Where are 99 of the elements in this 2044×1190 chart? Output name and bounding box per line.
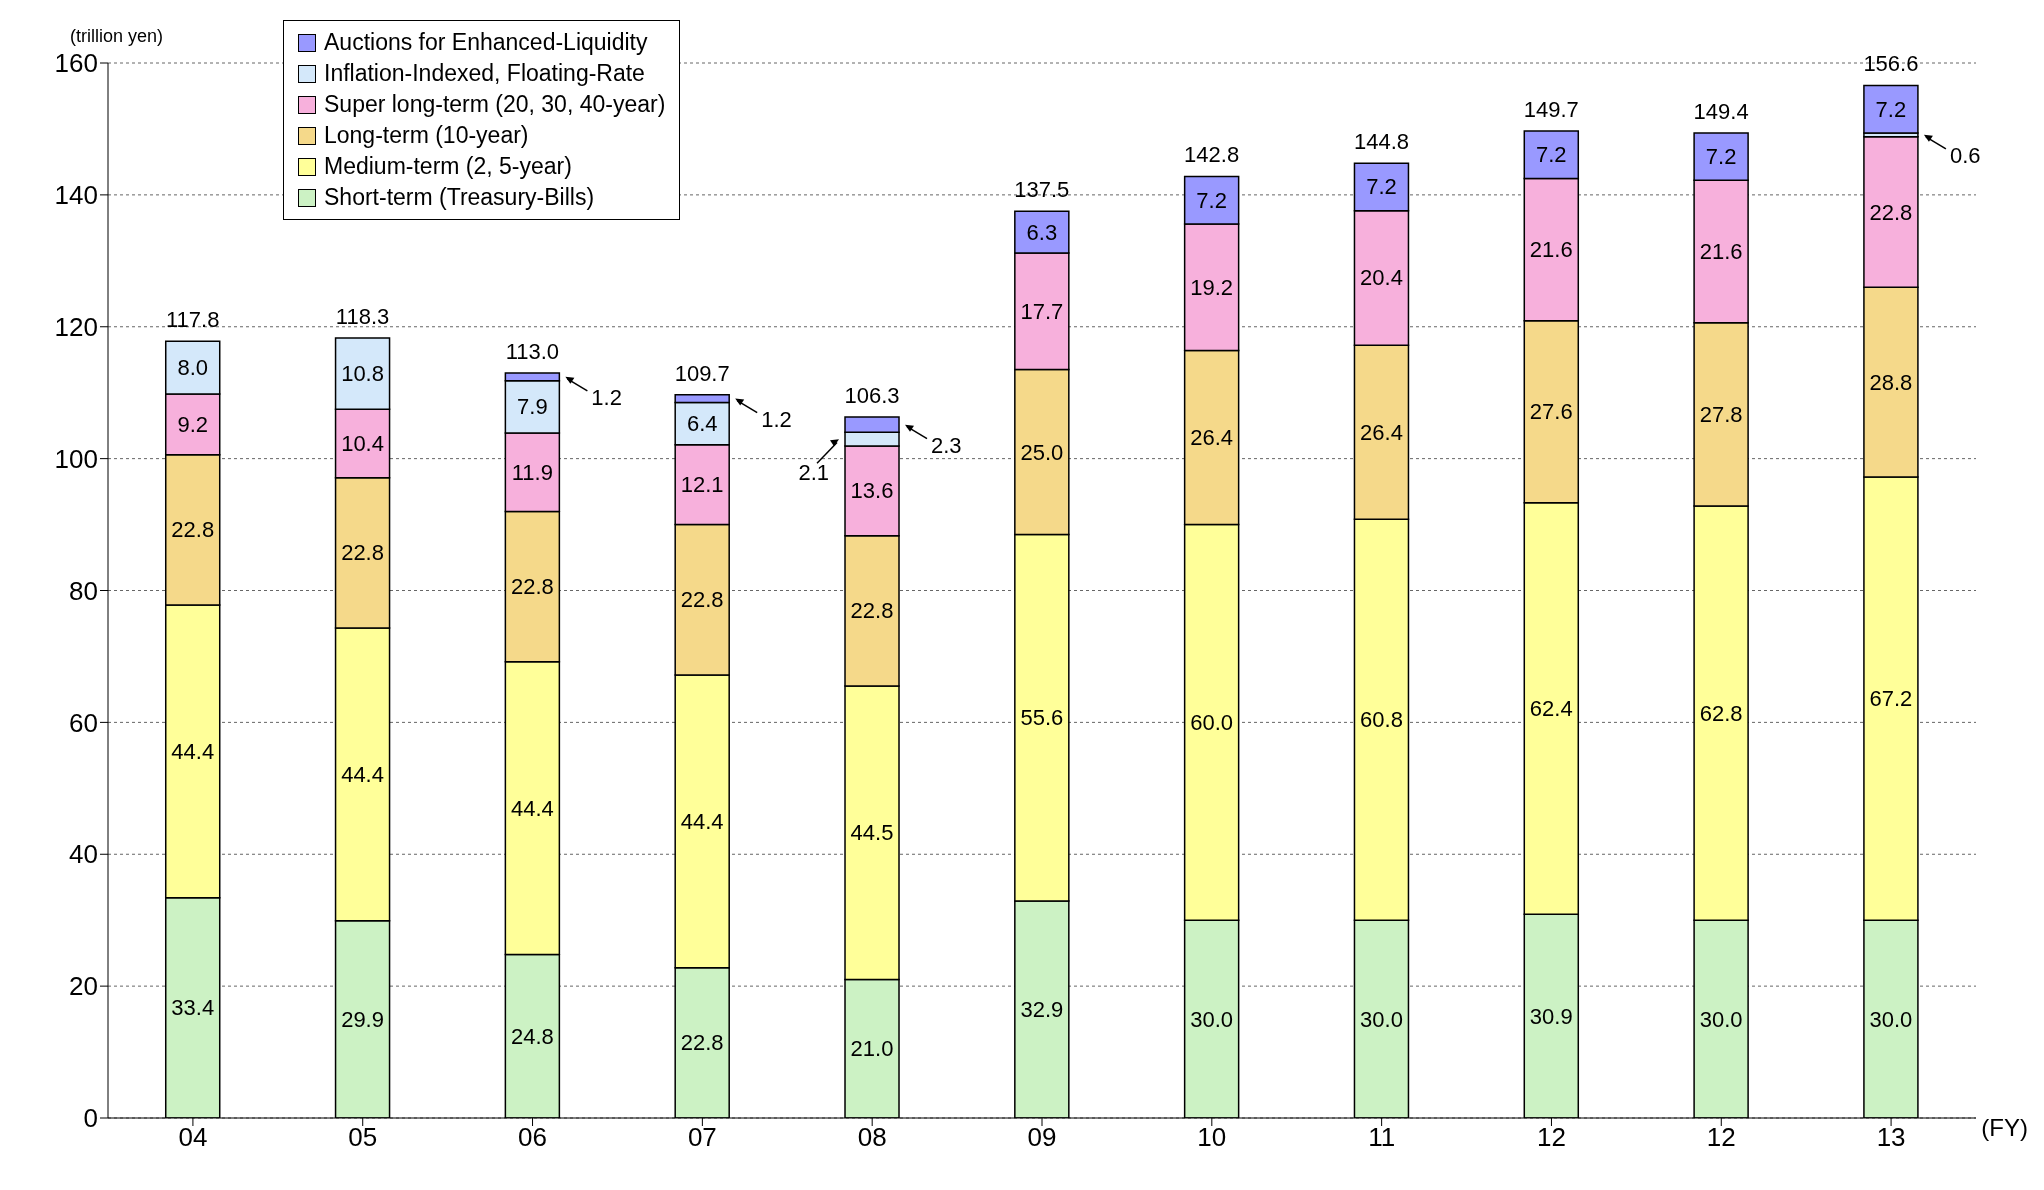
data-label: 13.6 xyxy=(850,478,894,504)
data-label: 26.4 xyxy=(1360,419,1403,445)
total-label: 118.3 xyxy=(335,303,390,329)
x-tick-label: 12 xyxy=(1706,1122,1736,1153)
x-tick-label: 07 xyxy=(687,1122,717,1153)
data-label: 22.8 xyxy=(850,598,894,624)
data-label: 27.8 xyxy=(1699,401,1743,427)
data-label: 22.8 xyxy=(341,540,384,566)
x-tick-label: 13 xyxy=(1876,1122,1906,1153)
data-label: 22.8 xyxy=(1869,199,1913,225)
legend-label: Medium-term (2, 5-year) xyxy=(324,153,572,180)
data-label: 30.0 xyxy=(1699,1006,1743,1032)
legend-label: Inflation-Indexed, Floating-Rate xyxy=(324,60,645,87)
data-label: 30.9 xyxy=(1529,1003,1573,1029)
data-label: 25.0 xyxy=(1020,439,1064,465)
data-label: 12.1 xyxy=(680,472,724,498)
data-label: 32.9 xyxy=(1020,997,1064,1023)
data-label: 21.6 xyxy=(1699,239,1743,265)
data-label: 1.2 xyxy=(761,407,792,433)
data-label: 21.0 xyxy=(850,1036,894,1062)
data-label: 60.0 xyxy=(1190,709,1234,735)
data-label: 17.7 xyxy=(1020,298,1064,324)
x-tick-label: 06 xyxy=(518,1122,548,1153)
y-tick-label: 80 xyxy=(69,575,98,606)
legend-label: Auctions for Enhanced-Liquidity xyxy=(324,29,648,56)
total-label: 113.0 xyxy=(505,338,560,364)
data-label: 60.8 xyxy=(1360,707,1403,733)
total-label: 109.7 xyxy=(674,360,730,386)
data-label: 62.4 xyxy=(1529,696,1573,722)
data-label: 7.2 xyxy=(1535,142,1567,168)
data-label: 6.4 xyxy=(686,411,718,437)
total-label: 137.5 xyxy=(1014,177,1070,203)
bar xyxy=(1863,84,1919,134)
total-label: 144.8 xyxy=(1353,129,1409,155)
total-label: 142.8 xyxy=(1184,142,1240,168)
data-label: 7.2 xyxy=(1875,96,1907,122)
y-tick-label: 100 xyxy=(54,443,98,474)
data-label: 8.0 xyxy=(177,355,209,381)
x-tick-label: 05 xyxy=(348,1122,378,1153)
total-label: 106.3 xyxy=(844,383,900,409)
data-label: 20.4 xyxy=(1360,265,1403,291)
data-label: 27.6 xyxy=(1529,399,1573,425)
data-label: 22.8 xyxy=(510,574,554,600)
data-label: 30.0 xyxy=(1190,1006,1234,1032)
y-tick-label: 0 xyxy=(83,1103,98,1134)
data-label: 44.4 xyxy=(510,795,554,821)
y-tick-label: 140 xyxy=(54,180,98,211)
data-label: 7.2 xyxy=(1705,144,1737,170)
data-label: 67.2 xyxy=(1869,686,1913,712)
data-label: 7.9 xyxy=(517,394,548,420)
legend-label: Short-term (Treasury-Bills) xyxy=(324,184,595,211)
data-label: 2.1 xyxy=(798,460,830,486)
data-label: 62.8 xyxy=(1699,700,1743,726)
x-tick-label: 09 xyxy=(1027,1122,1057,1153)
y-tick-label: 120 xyxy=(54,311,98,342)
y-axis-title: (trillion yen) xyxy=(70,26,164,47)
data-label: 22.8 xyxy=(171,517,215,543)
data-label: 21.6 xyxy=(1529,237,1573,263)
data-label: 26.4 xyxy=(1190,425,1234,451)
data-label: 30.0 xyxy=(1360,1006,1403,1032)
total-label: 156.6 xyxy=(1863,51,1919,77)
data-label: 6.3 xyxy=(1026,219,1058,245)
y-tick-label: 60 xyxy=(69,707,98,738)
data-label: 9.2 xyxy=(177,411,209,437)
y-tick-label: 20 xyxy=(69,971,98,1002)
data-label: 44.4 xyxy=(680,808,724,834)
legend-label: Super long-term (20, 30, 40-year) xyxy=(324,91,666,118)
data-label: 7.2 xyxy=(1366,174,1397,200)
data-label: 22.8 xyxy=(680,1030,724,1056)
data-label: 28.8 xyxy=(1869,369,1913,395)
data-label: 10.4 xyxy=(341,430,384,456)
legend-label: Long-term (10-year) xyxy=(324,122,529,149)
data-label: 2.3 xyxy=(931,433,962,459)
total-label: 117.8 xyxy=(166,307,220,333)
x-tick-label: 12 xyxy=(1536,1122,1566,1153)
x-tick-label: 10 xyxy=(1197,1122,1227,1153)
data-label: 22.8 xyxy=(680,587,724,613)
data-label: 24.8 xyxy=(510,1023,554,1049)
total-label: 149.4 xyxy=(1693,98,1749,124)
data-label: 44.4 xyxy=(341,761,384,787)
data-label: 0.6 xyxy=(1949,143,1981,169)
data-label: 44.4 xyxy=(171,738,215,764)
x-tick-label: 11 xyxy=(1368,1122,1396,1153)
data-label: 30.0 xyxy=(1869,1006,1913,1032)
data-label: 11.9 xyxy=(511,459,553,485)
y-tick-label: 160 xyxy=(54,48,98,79)
x-tick-label: 08 xyxy=(857,1122,887,1153)
data-label: 1.2 xyxy=(591,385,622,411)
data-label: 19.2 xyxy=(1190,274,1234,300)
data-label: 7.2 xyxy=(1196,187,1227,213)
data-label: 33.4 xyxy=(171,995,215,1021)
x-tick-label: 04 xyxy=(178,1122,208,1153)
data-label: 10.8 xyxy=(341,361,384,387)
x-axis-title: (FY) xyxy=(1981,1114,2028,1142)
data-label: 29.9 xyxy=(341,1006,384,1032)
data-label: 44.5 xyxy=(850,820,894,846)
data-label: 55.6 xyxy=(1020,705,1064,731)
y-tick-label: 40 xyxy=(69,839,98,870)
total-label: 149.7 xyxy=(1523,96,1579,122)
